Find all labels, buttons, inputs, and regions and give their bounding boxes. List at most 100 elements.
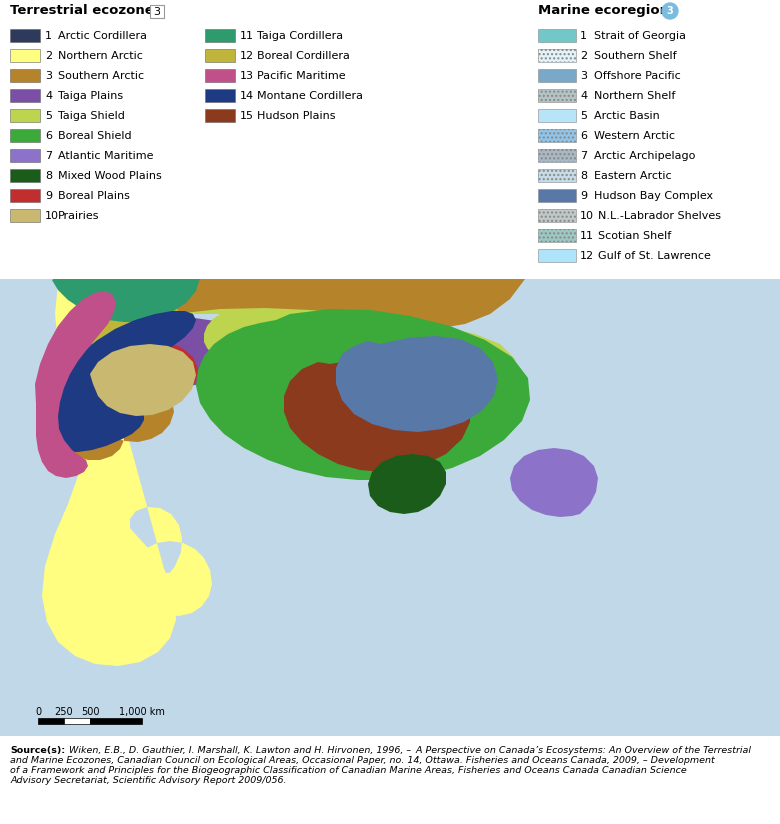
Text: Taiga Cordillera: Taiga Cordillera <box>257 30 343 40</box>
Text: 4: 4 <box>45 91 52 101</box>
Polygon shape <box>510 448 598 517</box>
Bar <box>205 109 235 122</box>
Text: Source(s):: Source(s): <box>10 746 65 755</box>
Bar <box>538 109 576 122</box>
Polygon shape <box>480 104 620 174</box>
Text: Strait of Georgia: Strait of Georgia <box>594 30 686 40</box>
Bar <box>538 229 576 242</box>
Text: Northern Arctic: Northern Arctic <box>58 50 143 60</box>
Bar <box>538 209 576 222</box>
Text: 8: 8 <box>580 171 587 180</box>
Polygon shape <box>50 294 178 440</box>
Bar <box>38 718 64 724</box>
Text: Prairies: Prairies <box>58 210 100 221</box>
Bar <box>538 89 576 102</box>
Text: 10: 10 <box>45 210 59 221</box>
Text: Arctic Cordillera: Arctic Cordillera <box>58 30 147 40</box>
Text: 14: 14 <box>240 91 254 101</box>
Text: Taiga Shield: Taiga Shield <box>58 110 125 120</box>
Text: Pacific Maritime: Pacific Maritime <box>257 71 346 81</box>
Text: Hudson Bay Complex: Hudson Bay Complex <box>594 190 713 200</box>
Bar <box>538 89 576 102</box>
Text: Eastern Arctic: Eastern Arctic <box>594 171 672 180</box>
Text: 3: 3 <box>45 71 52 81</box>
Text: Scotian Shelf: Scotian Shelf <box>598 231 672 241</box>
Bar <box>10 169 40 182</box>
Text: 500: 500 <box>81 707 99 717</box>
Text: 3: 3 <box>580 71 587 81</box>
Bar <box>10 209 40 222</box>
Bar <box>538 149 576 162</box>
Text: 2: 2 <box>580 50 587 60</box>
Bar <box>150 5 164 18</box>
Bar <box>10 149 40 162</box>
Text: Atlantic Maritime: Atlantic Maritime <box>58 151 154 161</box>
Polygon shape <box>90 344 196 416</box>
Text: Arctic Archipelago: Arctic Archipelago <box>594 151 696 161</box>
Text: Boreal Shield: Boreal Shield <box>58 130 132 141</box>
Bar <box>10 49 40 62</box>
Bar <box>10 69 40 82</box>
Text: Southern Arctic: Southern Arctic <box>58 71 144 81</box>
Bar <box>64 718 90 724</box>
Bar <box>90 718 142 724</box>
Text: 9: 9 <box>580 190 587 200</box>
Bar <box>10 109 40 122</box>
Text: 11: 11 <box>580 231 594 241</box>
Bar <box>538 49 576 62</box>
Text: Advisory Secretariat, Scientific Advisory Report 2009/056.: Advisory Secretariat, Scientific Advisor… <box>10 776 286 785</box>
Text: 9: 9 <box>45 190 52 200</box>
Bar <box>10 129 40 142</box>
Text: 10: 10 <box>580 210 594 221</box>
Text: 4: 4 <box>580 91 587 101</box>
Text: Hudson Plains: Hudson Plains <box>257 110 335 120</box>
Text: Southern Shelf: Southern Shelf <box>594 50 676 60</box>
Polygon shape <box>284 358 470 472</box>
Text: 0: 0 <box>35 707 41 717</box>
Polygon shape <box>196 309 530 480</box>
Bar <box>520 0 780 279</box>
Polygon shape <box>80 317 250 386</box>
Bar <box>538 29 576 42</box>
Polygon shape <box>35 96 555 666</box>
Text: 250: 250 <box>55 707 73 717</box>
Text: Marine ecoregions: Marine ecoregions <box>538 4 677 17</box>
Text: Arctic Basin: Arctic Basin <box>594 110 660 120</box>
Bar <box>0 0 530 279</box>
Text: 7: 7 <box>45 151 52 161</box>
Text: 1: 1 <box>580 30 587 40</box>
Text: Western Arctic: Western Arctic <box>594 130 675 141</box>
Bar <box>538 209 576 222</box>
Text: Boreal Cordillera: Boreal Cordillera <box>257 50 350 60</box>
Text: Taiga Plains: Taiga Plains <box>58 91 123 101</box>
Text: 3: 3 <box>667 6 673 16</box>
Text: Northern Shelf: Northern Shelf <box>594 91 675 101</box>
Text: 15: 15 <box>240 110 254 120</box>
Bar <box>205 29 235 42</box>
Text: 6: 6 <box>45 130 52 141</box>
Text: 3: 3 <box>154 7 161 16</box>
Text: Offshore Pacific: Offshore Pacific <box>594 71 681 81</box>
Bar <box>538 169 576 182</box>
Bar <box>538 69 576 82</box>
Bar <box>538 49 576 62</box>
Text: Boreal Plains: Boreal Plains <box>58 190 130 200</box>
Bar <box>0 94 780 736</box>
Text: N.L.-Labrador Shelves: N.L.-Labrador Shelves <box>598 210 721 221</box>
Text: 5: 5 <box>580 110 587 120</box>
Bar <box>538 169 576 182</box>
Text: Terrestrial ecozones: Terrestrial ecozones <box>10 4 161 17</box>
Text: of a Framework and Principles for the Biogeographic Classification of Canadian M: of a Framework and Principles for the Bi… <box>10 766 686 775</box>
Text: and Marine Ecozones, Canadian Council on Ecological Areas, Occasional Paper, no.: and Marine Ecozones, Canadian Council on… <box>10 756 714 765</box>
Bar <box>205 69 235 82</box>
Bar <box>538 229 576 242</box>
Text: 1: 1 <box>45 30 52 40</box>
Text: 1,000 km: 1,000 km <box>119 707 165 717</box>
Text: Wiken, E.B., D. Gauthier, I. Marshall, K. Lawton and H. Hirvonen, 1996, –  A Per: Wiken, E.B., D. Gauthier, I. Marshall, K… <box>69 746 751 755</box>
Circle shape <box>662 3 678 19</box>
Polygon shape <box>35 291 116 478</box>
Polygon shape <box>88 340 198 407</box>
Text: 6: 6 <box>580 130 587 141</box>
Bar <box>538 129 576 142</box>
Polygon shape <box>52 239 200 322</box>
